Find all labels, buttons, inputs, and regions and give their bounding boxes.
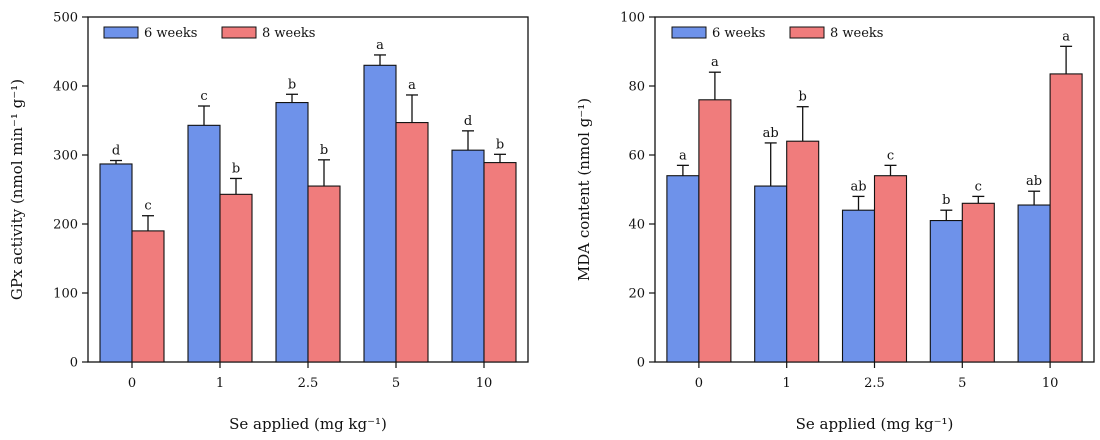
significance-label: c [975,179,982,194]
bar-6-weeks-0 [666,175,700,363]
x-tick-label: 0 [128,376,136,391]
bar-8-weeks-10 [1049,73,1083,363]
x-tick-label: 1 [216,376,224,391]
bar-6-weeks-0 [99,163,133,363]
legend-swatch [671,26,707,39]
chart-gpx: 0 100 200 300 400 500 0 1 2.5 5 10 d c b a d c b b a b 6 week… [8,11,529,433]
x-tick-label: 2.5 [298,376,319,391]
bar-8-weeks-2.5 [307,185,341,363]
y-axis-title: MDA content (nmol g⁻¹) [575,98,593,281]
significance-label: a [711,55,719,70]
y-axis-title: GPx activity (nmol min⁻¹ g⁻¹) [8,79,26,300]
significance-label: b [320,143,328,158]
significance-label: b [232,161,240,176]
significance-label: a [679,148,687,163]
legend-swatch [221,26,257,39]
legend-swatch [789,26,825,39]
y-tick-label: 500 [53,11,78,26]
y-tick-label: 400 [53,80,78,95]
x-tick-label: 2.5 [864,376,885,391]
significance-label: c [144,199,151,214]
significance-label: c [887,148,894,163]
bar-6-weeks-1 [754,185,788,363]
y-tick-label: 100 [620,11,645,26]
bar-6-weeks-5 [363,64,397,363]
x-tick-label: 10 [476,376,493,391]
legend-label: 8 weeks [262,26,315,41]
significance-label: d [464,114,472,129]
significance-label: a [408,78,416,93]
bar-8-weeks-10 [483,162,517,363]
legend-label: 8 weeks [830,26,883,41]
significance-label: a [376,38,384,53]
significance-label: b [799,90,807,105]
significance-label: a [1062,29,1070,44]
bar-8-weeks-0 [131,230,165,363]
y-tick-label: 0 [70,356,78,371]
significance-label: ab [850,179,866,194]
y-tick-label: 20 [628,287,645,302]
bar-6-weeks-2.5 [275,102,309,363]
significance-label: d [112,144,120,159]
significance-label: b [496,137,504,152]
x-tick-label: 1 [783,376,791,391]
y-tick-label: 0 [637,356,645,371]
bar-8-weeks-1 [219,193,253,363]
legend-label: 6 weeks [712,26,765,41]
x-axis-title: Se applied (mg kg⁻¹) [229,415,387,433]
legend-swatch [103,26,139,39]
bar-8-weeks-5 [961,202,995,363]
bar-6-weeks-10 [451,149,485,363]
x-tick-label: 5 [392,376,400,391]
y-tick-label: 60 [628,149,645,164]
bar-8-weeks-1 [786,140,820,363]
significance-label: ab [1026,174,1042,189]
x-tick-label: 0 [695,376,703,391]
bar-6-weeks-2.5 [841,209,876,363]
significance-label: ab [763,126,779,141]
bar-8-weeks-2.5 [873,175,908,363]
y-tick-label: 100 [53,287,78,302]
significance-label: b [288,77,296,92]
y-tick-label: 200 [53,218,78,233]
bar-6-weeks-10 [1017,204,1051,363]
significance-label: c [200,89,207,104]
y-tick-label: 80 [628,80,645,95]
x-tick-label: 10 [1042,376,1059,391]
significance-label: b [942,193,950,208]
y-tick-label: 300 [53,149,78,164]
x-axis-title: Se applied (mg kg⁻¹) [796,415,954,433]
bar-8-weeks-0 [698,99,732,363]
x-tick-label: 5 [958,376,966,391]
bar-6-weeks-1 [187,124,221,363]
bar-8-weeks-5 [395,122,429,363]
y-tick-label: 40 [628,218,645,233]
bar-6-weeks-5 [929,220,963,363]
legend-label: 6 weeks [144,26,197,41]
